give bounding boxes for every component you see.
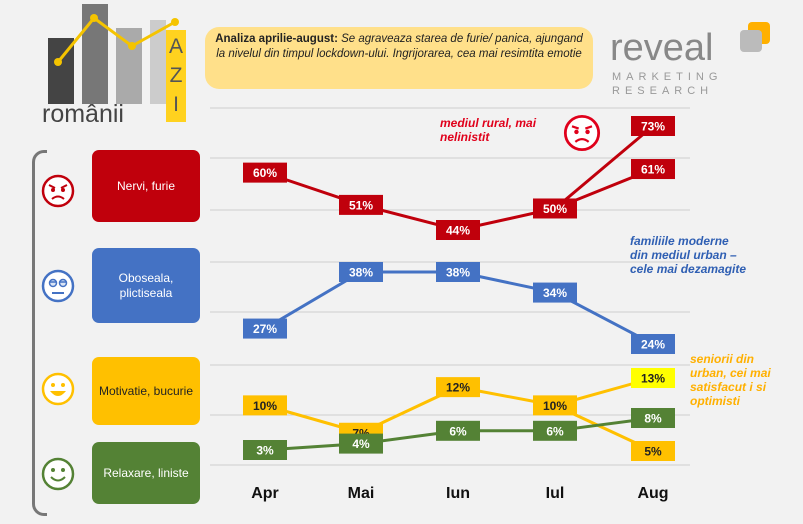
data-label-box — [243, 318, 287, 339]
romanii-azi-logo: A Z I românii — [42, 4, 186, 128]
title-italic: Se agraveaza starea de furie/ panica, aj… — [216, 33, 583, 60]
data-label-box — [436, 377, 480, 398]
category-label: Oboseala, plictiseala — [118, 270, 174, 300]
data-label: 61% — [641, 163, 665, 177]
data-label: 10% — [253, 399, 277, 413]
logo-side-i: I — [173, 93, 179, 116]
category-box-tired: Oboseala, plictiseala — [92, 248, 200, 323]
data-label: 13% — [641, 372, 665, 386]
data-label-box — [339, 194, 383, 215]
data-label-box — [533, 395, 577, 416]
data-label: 44% — [446, 224, 470, 238]
x-tick-label: Iun — [446, 485, 470, 502]
brand-sub-1: MARKETING — [612, 71, 722, 83]
data-label: 4% — [352, 437, 370, 451]
note-urban: familiile moderne din mediul urban – cel… — [630, 234, 747, 276]
logo-side-a: A — [169, 35, 183, 58]
data-label: 24% — [641, 338, 665, 352]
data-label: 5% — [644, 445, 662, 459]
data-label-box — [243, 162, 287, 183]
data-label-box — [631, 408, 675, 428]
category-label: Nervi, furie — [116, 178, 175, 193]
data-label: 51% — [349, 198, 373, 212]
data-label: 38% — [446, 266, 470, 280]
angry-face-icon — [41, 174, 75, 208]
reveal-logo: reveal MARKETING RESEARCH — [610, 22, 770, 97]
data-label: 38% — [349, 266, 373, 280]
note-seniors: seniorii din urban, cei mai satisfacut i… — [690, 352, 771, 408]
category-label: Motivatie, bucurie — [98, 383, 194, 398]
data-label-box — [533, 420, 577, 441]
tired-face-icon — [41, 269, 75, 303]
data-label-box — [631, 334, 675, 354]
worried-face-icon — [563, 114, 601, 152]
brand-sub-2: RESEARCH — [612, 85, 713, 97]
note-rural: mediul rural, mai nelinistit — [440, 116, 537, 144]
data-label: 50% — [543, 202, 567, 216]
data-label-box — [339, 262, 383, 282]
brand-name: reveal — [610, 27, 714, 69]
data-label: 73% — [641, 120, 665, 134]
data-label-box — [436, 262, 480, 282]
data-label: 6% — [449, 424, 467, 438]
category-label: Relaxare, liniste — [103, 465, 189, 480]
smile-face-icon — [41, 372, 75, 406]
data-label-box — [243, 440, 287, 460]
data-label-box — [533, 282, 577, 303]
data-label: 10% — [543, 399, 567, 413]
data-label: 6% — [546, 424, 564, 438]
category-box-anger: Nervi, furie — [92, 150, 200, 222]
data-label-box — [631, 159, 675, 180]
data-label: 12% — [446, 381, 470, 395]
data-label-box — [631, 116, 675, 136]
data-label-box — [243, 395, 287, 416]
x-tick-label: Mai — [348, 485, 375, 502]
category-box-joy: Motivatie, bucurie — [92, 357, 200, 425]
data-label: 8% — [644, 412, 662, 426]
data-label-box — [339, 433, 383, 454]
logo-side-z: Z — [170, 64, 183, 87]
series-extra-line — [554, 124, 654, 210]
title-bold: Analiza aprilie-august: — [215, 33, 338, 45]
data-label: 27% — [253, 322, 277, 336]
data-label: 34% — [543, 286, 567, 300]
data-label-box — [631, 441, 675, 461]
category-bracket — [32, 150, 47, 516]
title-box: Analiza aprilie-august: Se agraveaza sta… — [205, 27, 593, 89]
data-label: 3% — [256, 444, 274, 458]
category-box-calm: Relaxare, liniste — [92, 442, 200, 504]
x-tick-label: Iul — [546, 485, 565, 502]
data-label-box — [436, 420, 480, 441]
logo-word: românii — [42, 100, 124, 128]
calm-face-icon — [41, 457, 75, 491]
data-label: 60% — [253, 166, 277, 180]
x-tick-label: Apr — [251, 485, 279, 502]
data-label-box — [533, 198, 577, 219]
series-line — [264, 270, 654, 346]
x-tick-label: Aug — [637, 485, 668, 502]
data-label-box — [436, 220, 480, 240]
data-label-box — [631, 368, 675, 388]
